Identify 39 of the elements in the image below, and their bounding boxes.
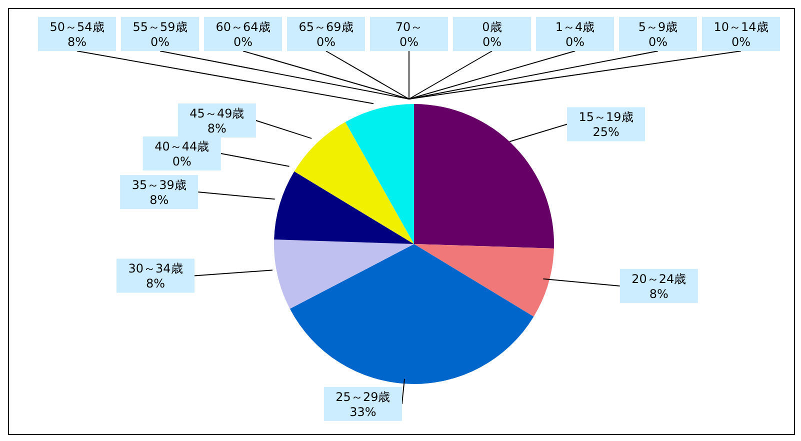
pie-slice bbox=[290, 244, 534, 384]
text: 0% bbox=[233, 35, 253, 49]
slice-label: 30～34歳 bbox=[128, 262, 183, 276]
text: 0% bbox=[399, 35, 419, 49]
category-label: 70～ bbox=[395, 20, 423, 34]
pie-slice bbox=[294, 122, 414, 244]
text: 0% bbox=[648, 35, 668, 49]
slice-label: 25～29歳 bbox=[336, 390, 390, 404]
slice-label: 15～19歳 bbox=[578, 110, 634, 124]
slice-label: 45～49歳 bbox=[190, 106, 244, 120]
pie-slice bbox=[274, 240, 414, 309]
pie-slice bbox=[345, 104, 414, 244]
category-label: 55～59歳 bbox=[132, 20, 188, 34]
slice-label: 50～54歳 bbox=[50, 20, 104, 34]
text: 0% bbox=[565, 35, 585, 49]
slice-label: 35～39歳 bbox=[132, 178, 186, 192]
data-label: 33% bbox=[350, 404, 376, 419]
pie-slice bbox=[274, 171, 414, 244]
category-label: 0歳 bbox=[482, 20, 502, 34]
text: 0% bbox=[731, 35, 751, 49]
text: 0% bbox=[172, 154, 192, 168]
data-label: 8% bbox=[649, 286, 668, 301]
data-label: 8% bbox=[67, 35, 87, 49]
text: 0% bbox=[150, 35, 170, 49]
category-label: 65～69歳 bbox=[298, 20, 354, 34]
category-label: 40～44歳 bbox=[154, 139, 210, 154]
data-label: 8% bbox=[146, 276, 166, 291]
category-label: 10～14歳 bbox=[714, 20, 768, 34]
data-label: 8% bbox=[207, 121, 226, 136]
pie-slice bbox=[414, 244, 554, 317]
pie-slice bbox=[414, 104, 554, 248]
category-label: 1～4歳 bbox=[555, 20, 595, 34]
data-label: 25% bbox=[592, 125, 620, 140]
data-label: 8% bbox=[150, 193, 169, 208]
category-label: 60～64歳 bbox=[216, 20, 270, 34]
text: 0% bbox=[316, 35, 336, 49]
category-label: 5～9歳 bbox=[638, 20, 678, 34]
text: 0% bbox=[482, 35, 502, 49]
slice-label: 20～24歳 bbox=[632, 272, 686, 286]
